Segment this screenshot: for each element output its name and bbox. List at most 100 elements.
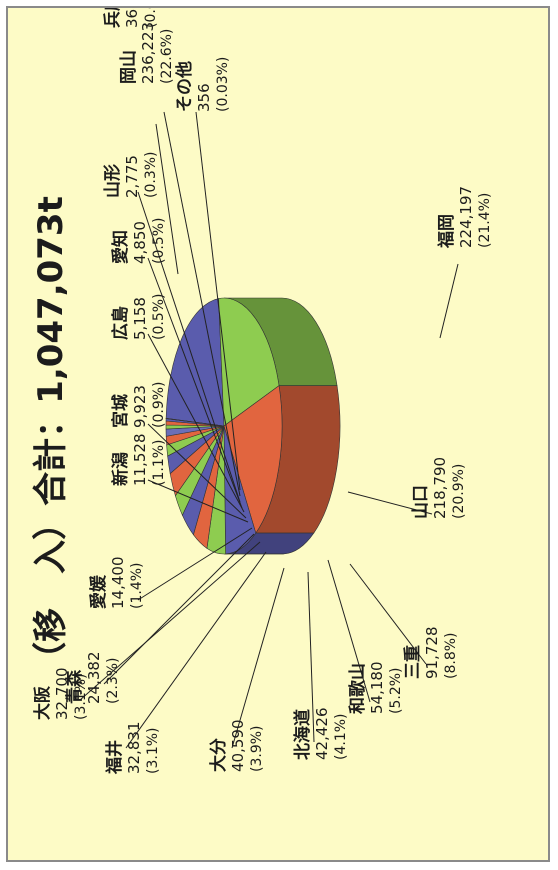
slice-label-0: 岡山 236,223 (22.6%)	[119, 22, 175, 84]
slice-percent-10: (1.4%)	[129, 563, 145, 610]
slice-label-8: 大阪 32,700 (3.1%)	[32, 668, 89, 721]
slice-label-14: 愛知 4,850 (0.5%)	[110, 218, 167, 265]
slice-name-14: 愛知	[110, 230, 131, 264]
slice-percent-11: (1.1%)	[151, 440, 167, 487]
slice-name-12: 宮城	[110, 394, 131, 428]
leader-line-17	[195, 111, 241, 491]
slice-label-10: 愛媛 14,400 (1.4%)	[88, 557, 145, 610]
slice-percent-9: (2.3%)	[105, 658, 121, 705]
slice-label-5: 北海道 42,426 (4.1%)	[292, 708, 349, 761]
leader-line-10	[137, 527, 253, 601]
rotated-canvas: （移 入）合計：1,047,073t 岡山 236,223 (22.6%) 福岡 224…	[8, 8, 548, 860]
pie-slice-1	[218, 297, 280, 427]
slice-percent-2: (20.9%)	[451, 464, 467, 519]
slice-value-5: 42,426	[313, 708, 331, 761]
slice-labels: 岡山 236,223 (22.6%) 福岡 224,197 (21.4%) 山口 218,79…	[32, 8, 493, 775]
slice-label-12: 宮城 9,923 (0.9%)	[110, 382, 167, 429]
slice-percent-12: (0.9%)	[151, 382, 167, 429]
leader-line-1	[439, 263, 459, 339]
leader-line-2	[347, 491, 433, 515]
slice-name-16: 兵庫	[102, 8, 123, 28]
slice-name-7: 福井	[104, 740, 125, 775]
slice-value-4: 54,180	[368, 662, 386, 715]
leader-line-12	[147, 423, 247, 519]
slice-name-5: 北海道	[292, 709, 313, 760]
slice-label-1: 福岡 224,197 (21.4%)	[436, 186, 493, 249]
slice-name-17: その他	[174, 61, 195, 112]
slice-value-11: 11,528	[131, 434, 149, 487]
slice-name-0: 岡山	[119, 50, 139, 84]
pie-chart: （移 入）合計：1,047,073t 岡山 236,223 (22.6%) 福岡 224…	[31, 8, 493, 775]
slice-value-9: 24,382	[85, 652, 103, 705]
leader-line-15	[137, 191, 241, 503]
slice-name-3: 三重	[402, 645, 423, 679]
slice-label-13: 広島 5,158 (0.5%)	[110, 294, 167, 341]
slice-value-17: 356	[195, 83, 213, 112]
leader-line-13	[147, 333, 245, 513]
slice-label-9: 青森 24,382 (2.3%)	[64, 652, 121, 705]
slice-label-7: 福井 32,831 (3.1%)	[104, 722, 161, 776]
pie-sides	[223, 297, 341, 555]
slice-value-3: 91,728	[423, 627, 441, 680]
slice-percent-7: (3.1%)	[145, 728, 161, 775]
leader-lines	[79, 111, 459, 749]
slice-value-0: 236,223	[139, 22, 157, 84]
chart-title: （移 入）合計：1,047,073t	[31, 196, 71, 676]
slice-percent-8: (3.1%)	[73, 674, 89, 721]
slice-percent-6: (3.9%)	[249, 726, 265, 773]
slice-label-15: 山形 2,775 (0.3%)	[102, 152, 159, 199]
leader-line-5	[307, 571, 315, 743]
slice-name-1: 福岡	[436, 214, 457, 249]
leader-line-8	[79, 541, 261, 701]
slice-value-16: 36	[123, 9, 141, 28]
slice-percent-14: (0.5%)	[151, 218, 167, 265]
chart-frame: （移 入）合計：1,047,073t 岡山 236,223 (22.6%) 福岡 224…	[6, 6, 550, 862]
slice-name-8: 大阪	[32, 686, 53, 720]
leader-line-16	[163, 111, 241, 497]
slice-name-15: 山形	[102, 164, 123, 198]
slice-label-3: 三重 91,728 (8.8%)	[402, 627, 459, 680]
slice-percent-15: (0.3%)	[143, 152, 159, 199]
slice-value-12: 9,923	[131, 385, 149, 428]
slice-name-10: 愛媛	[88, 574, 109, 609]
slice-label-4: 和歌山 54,180 (5.2%)	[347, 662, 404, 715]
slice-label-11: 新潟 11,528 (1.1%)	[110, 434, 167, 487]
slice-percent-0: (22.6%)	[159, 29, 175, 84]
slice-percent-13: (0.5%)	[151, 294, 167, 341]
slice-label-17: その他 356 (0.03%)	[174, 57, 231, 112]
slice-percent-4: (5.2%)	[388, 668, 404, 715]
slice-percent-5: (4.1%)	[333, 714, 349, 761]
leader-line-4	[327, 559, 371, 703]
leader-line-3	[349, 563, 427, 665]
leader-line-14	[147, 257, 243, 509]
leader-line-11	[147, 479, 249, 523]
slice-value-6: 40,590	[229, 720, 247, 773]
slice-name-13: 広島	[110, 306, 131, 340]
slice-name-9: 青森	[64, 669, 85, 704]
slice-name-6: 大分	[208, 738, 229, 772]
leader-line-6	[231, 567, 285, 749]
slice-value-1: 224,197	[457, 186, 475, 248]
pie-slice-2	[223, 385, 283, 534]
slice-label-2: 山口 218,790 (20.9%)	[411, 457, 467, 519]
pie-top	[165, 297, 283, 555]
slice-percent-17: (0.03%)	[215, 57, 231, 112]
slice-name-11: 新潟	[110, 452, 131, 486]
slice-value-7: 32,831	[125, 722, 143, 775]
leader-line-7	[125, 551, 267, 749]
slice-value-13: 5,158	[131, 297, 149, 340]
slice-percent-1: (21.4%)	[477, 193, 493, 248]
slice-value-14: 4,850	[131, 221, 149, 264]
slice-value-15: 2,775	[123, 155, 141, 198]
slice-label-6: 大分 40,590 (3.9%)	[208, 720, 265, 773]
slice-value-8: 32,700	[53, 668, 71, 721]
slice-name-4: 和歌山	[347, 663, 368, 714]
leader-line-9	[103, 533, 255, 685]
pie-slice-0	[165, 298, 225, 427]
slice-value-10: 14,400	[109, 557, 127, 610]
slice-name-2: 山口	[411, 485, 431, 519]
slice-percent-3: (8.8%)	[443, 633, 459, 680]
slice-value-2: 218,790	[431, 457, 449, 519]
leader-line-0	[155, 123, 179, 275]
